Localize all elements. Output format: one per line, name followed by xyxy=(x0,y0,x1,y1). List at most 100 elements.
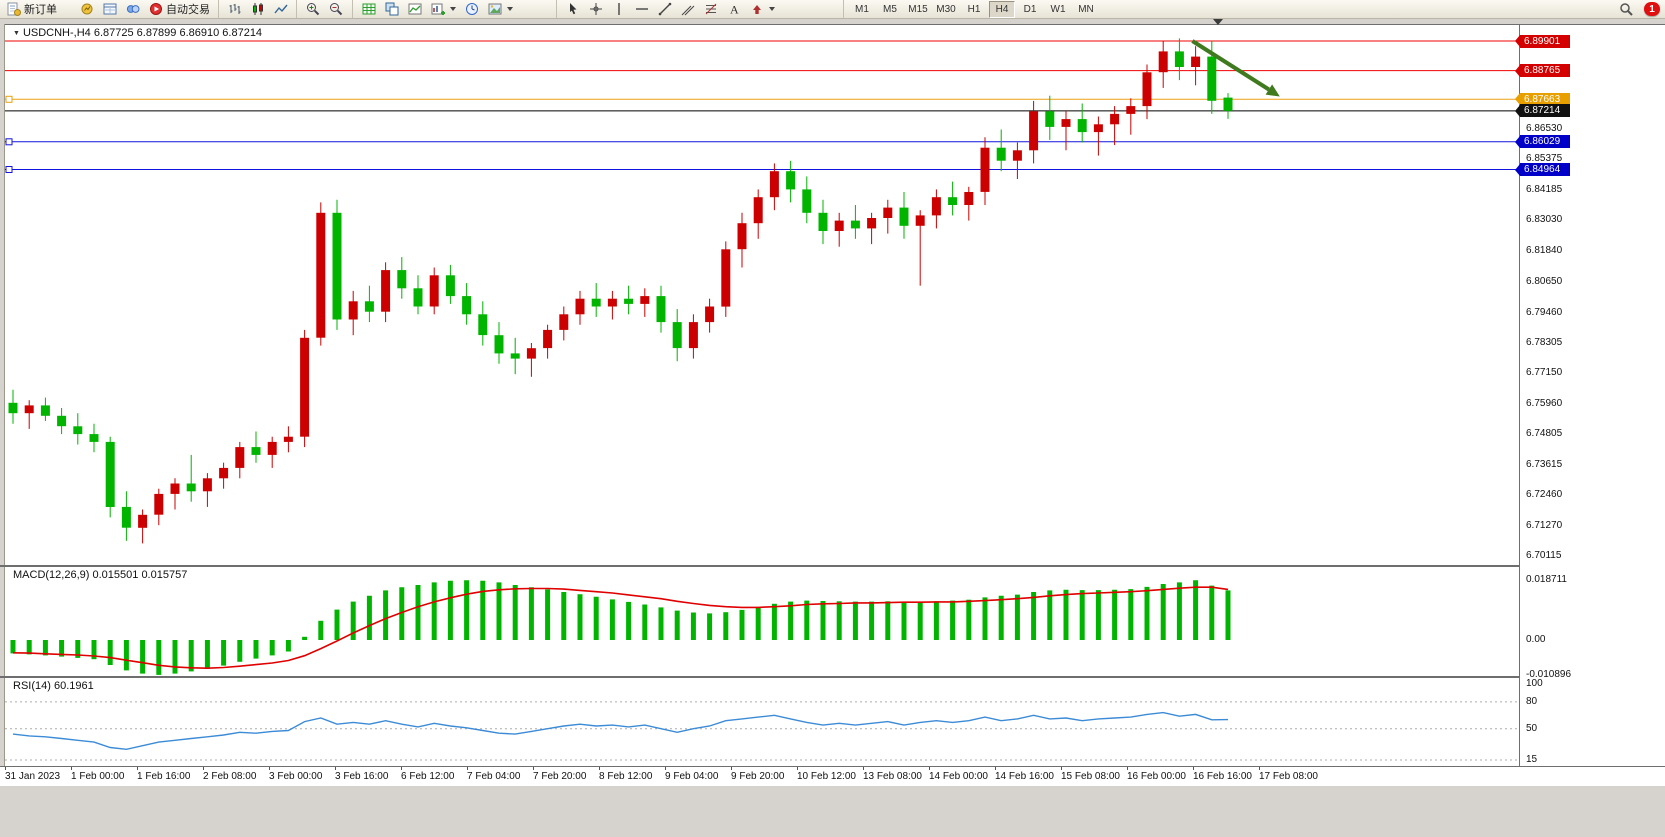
chart-shift-marker[interactable] xyxy=(1213,19,1223,25)
symbol-dropdown-icon[interactable]: ▼ xyxy=(13,30,20,37)
workspace-bottom xyxy=(0,786,1665,837)
candlestick-chart-button[interactable] xyxy=(247,1,268,18)
price-axis[interactable]: 6.86530 6.85375 6.84185 6.83030 6.81840 6.806… xyxy=(1515,25,1665,766)
time-tick xyxy=(71,767,72,770)
zoom-out-icon xyxy=(328,2,343,17)
crosshair-button[interactable] xyxy=(585,1,606,18)
tile-windows-icon xyxy=(384,2,399,17)
macd-plot[interactable] xyxy=(5,567,1519,676)
time-label: 1 Feb 16:00 xyxy=(137,771,191,782)
time-tick xyxy=(929,767,930,770)
vertical-line-button[interactable] xyxy=(608,1,629,18)
search-button[interactable] xyxy=(1616,1,1637,18)
autotrading-button[interactable]: 自动交易 xyxy=(145,1,213,18)
navigator-icon xyxy=(125,2,140,17)
price-tick-label: 6.79460 xyxy=(1526,306,1563,318)
grid-button[interactable] xyxy=(358,1,379,18)
new-order-button[interactable]: 新订单 xyxy=(3,1,60,18)
price-tag-pointer xyxy=(1515,163,1520,176)
time-label: 14 Feb 00:00 xyxy=(929,771,988,782)
price-tick-label: 6.86530 xyxy=(1526,122,1563,134)
macd-panel[interactable]: MACD(12,26,9) 0.015501 0.015757 xyxy=(5,567,1519,676)
price-tick-label: 6.84185 xyxy=(1526,183,1563,195)
price-line-tag: 6.88765 xyxy=(1515,64,1570,78)
search-icon xyxy=(1619,2,1634,17)
fibonacci-button[interactable] xyxy=(700,1,721,18)
time-axis[interactable]: 31 Jan 2023 1 Feb 00:00 1 Feb 16:00 2 Feb 0… xyxy=(0,766,1665,786)
timeframe-button-m5[interactable]: M5 xyxy=(877,1,903,18)
cursor-button[interactable] xyxy=(562,1,583,18)
time-label: 17 Feb 08:00 xyxy=(1259,771,1318,782)
drawing-tools-group: A xyxy=(556,0,778,18)
time-label: 10 Feb 12:00 xyxy=(797,771,856,782)
time-tick xyxy=(5,767,6,770)
rsi-panel[interactable]: RSI(14) 60.1961 xyxy=(5,678,1519,766)
time-tick xyxy=(1061,767,1062,770)
macd-value-main: 0.015501 xyxy=(92,569,139,581)
price-tick-label: 6.83030 xyxy=(1526,213,1563,225)
time-tick xyxy=(137,767,138,770)
macd-tick-label: -0.010896 xyxy=(1526,668,1572,680)
arrows-button[interactable] xyxy=(746,1,778,18)
macd-tick-label: 0.00 xyxy=(1526,634,1546,645)
main-chart-panel[interactable]: ▼ USDCNH-,H4 6.87725 6.87899 6.86910 6.87… xyxy=(5,25,1519,565)
horizontal-line-button[interactable] xyxy=(631,1,652,18)
zoom-group xyxy=(296,0,346,18)
rsi-plot[interactable] xyxy=(5,678,1519,766)
timeframe-button-mn[interactable]: MN xyxy=(1073,1,1099,18)
market-watch-button[interactable] xyxy=(76,1,97,18)
timeframe-button-m1[interactable]: M1 xyxy=(849,1,875,18)
time-tick xyxy=(269,767,270,770)
panel-separator[interactable] xyxy=(0,676,1665,678)
navigator-button[interactable] xyxy=(122,1,143,18)
timeframe-button-d1[interactable]: D1 xyxy=(1017,1,1043,18)
macd-title: MACD(12,26,9) 0.015501 0.015757 xyxy=(13,569,187,581)
price-tick-label: 6.72460 xyxy=(1526,489,1563,500)
timeframe-button-m30[interactable]: M30 xyxy=(933,1,959,18)
market-watch-icon xyxy=(79,2,94,17)
period-clock-button[interactable] xyxy=(461,1,482,18)
order-group: 新订单 xyxy=(3,0,60,18)
chart-title-text: USDCNH-,H4 6.87725 6.87899 6.86910 6.872… xyxy=(22,27,263,39)
timeframe-button-h4[interactable]: H4 xyxy=(989,0,1015,18)
channel-button[interactable] xyxy=(677,1,698,18)
rsi-tick-label: 100 xyxy=(1526,678,1543,689)
text-button[interactable]: A xyxy=(723,1,744,18)
chart-left-border xyxy=(4,24,5,786)
chevron-down-icon xyxy=(450,7,456,11)
time-label: 31 Jan 2023 xyxy=(5,771,61,782)
time-label: 8 Feb 12:00 xyxy=(599,771,653,782)
line-handle[interactable] xyxy=(5,95,13,103)
time-label: 9 Feb 20:00 xyxy=(731,771,785,782)
timeframe-button-h1[interactable]: H1 xyxy=(961,1,987,18)
price-tag-pointer xyxy=(1515,104,1520,117)
line-handle[interactable] xyxy=(5,138,13,146)
line-handle[interactable] xyxy=(5,166,13,173)
tile-windows-button[interactable] xyxy=(381,1,402,18)
window-group xyxy=(352,0,516,18)
price-tag-pointer xyxy=(1515,35,1520,47)
zoom-in-button[interactable] xyxy=(302,1,323,18)
new-chart-button[interactable] xyxy=(427,1,459,18)
bar-chart-button[interactable] xyxy=(224,1,245,18)
trendline-button[interactable] xyxy=(654,1,675,18)
candlestick-chart-icon xyxy=(250,2,265,17)
panel-separator[interactable] xyxy=(0,565,1665,567)
annotation-arrow[interactable] xyxy=(1191,39,1280,97)
rsi-line xyxy=(12,711,1229,751)
time-label: 9 Feb 04:00 xyxy=(665,771,719,782)
time-label: 7 Feb 04:00 xyxy=(467,771,521,782)
indicators-button[interactable] xyxy=(404,1,425,18)
time-label: 13 Feb 08:00 xyxy=(863,771,922,782)
zoom-out-button[interactable] xyxy=(325,1,346,18)
channel-icon xyxy=(680,2,695,17)
time-label: 6 Feb 12:00 xyxy=(401,771,455,782)
data-window-button[interactable] xyxy=(99,1,120,18)
templates-button[interactable] xyxy=(484,1,516,18)
line-chart-button[interactable] xyxy=(270,1,291,18)
time-tick xyxy=(599,767,600,770)
notification-badge[interactable]: 1 xyxy=(1644,2,1660,16)
candlestick-plot[interactable] xyxy=(5,25,1519,565)
timeframe-button-w1[interactable]: W1 xyxy=(1045,1,1071,18)
timeframe-button-m15[interactable]: M15 xyxy=(905,1,931,18)
